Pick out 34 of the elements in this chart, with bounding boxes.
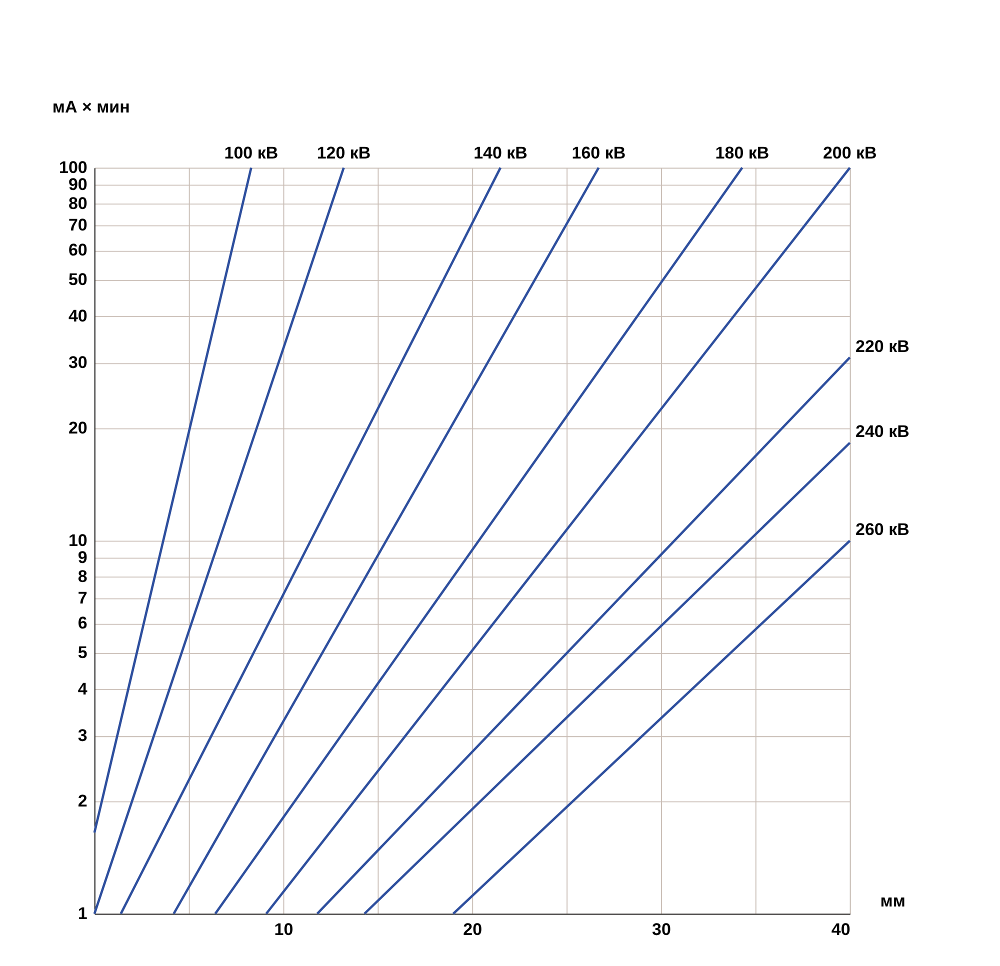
y-tick-label: 2	[78, 792, 88, 811]
y-tick-label: 8	[78, 567, 88, 586]
y-tick-label: 60	[68, 240, 88, 260]
series-label: 180 кВ	[715, 143, 770, 162]
series-label: 100 кВ	[224, 143, 278, 162]
y-tick-label: 7	[78, 588, 88, 608]
series-label: 220 кВ	[856, 336, 910, 356]
y-tick-label: 9	[78, 548, 88, 567]
series-label: 120 кВ	[316, 143, 371, 162]
y-tick-label: 90	[68, 174, 88, 194]
y-tick-label: 10	[68, 530, 88, 550]
series-label: 200 кВ	[822, 143, 877, 162]
x-tick-label: 20	[463, 920, 482, 939]
y-tick-label: 1	[78, 904, 88, 923]
y-tick-label: 100	[59, 158, 88, 177]
x-tick-label: 30	[652, 920, 671, 939]
y-tick-label: 6	[78, 614, 88, 633]
x-tick-label: 10	[274, 920, 294, 939]
series-label: 260 кВ	[856, 520, 910, 540]
series-label: 240 кВ	[856, 422, 910, 442]
y-tick-label: 20	[68, 418, 88, 438]
y-tick-label: 70	[68, 216, 88, 235]
y-tick-label: 4	[78, 679, 88, 698]
x-axis-title: мм	[880, 892, 906, 911]
y-tick-label: 40	[68, 306, 88, 326]
y-axis-title: мА × мин	[52, 97, 130, 116]
x-tick-label: 40	[831, 920, 850, 939]
series-label: 160 кВ	[572, 143, 626, 162]
series-label: 140 кВ	[474, 143, 528, 162]
y-tick-label: 80	[68, 194, 88, 214]
y-tick-label: 50	[68, 270, 88, 290]
y-tick-label: 3	[78, 726, 88, 745]
y-tick-label: 5	[78, 643, 88, 662]
y-tick-label: 30	[68, 352, 88, 372]
